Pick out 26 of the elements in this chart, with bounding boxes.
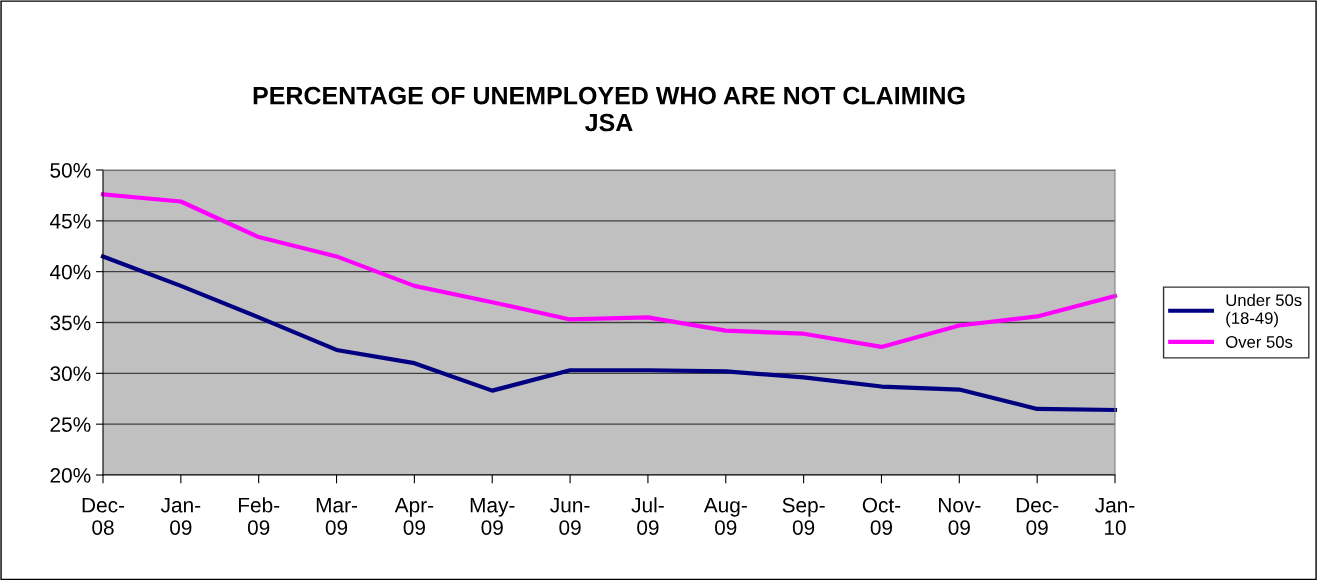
x-tick-label: Dec- 08 bbox=[82, 497, 125, 535]
y-tick-label: 50% bbox=[50, 163, 91, 178]
x-tick-label: Oct- 09 bbox=[862, 497, 901, 535]
y-tick-label: 45% bbox=[49, 213, 91, 229]
x-tick-label: Jan- 10 bbox=[1095, 497, 1135, 535]
x-tick-label: Sep- 09 bbox=[782, 497, 825, 535]
y-tick-label: 25% bbox=[50, 417, 91, 432]
x-tick-label: Jan- 09 bbox=[160, 497, 201, 535]
x-tick-label: Jul- 09 bbox=[631, 497, 664, 535]
y-tick-label: 35% bbox=[50, 315, 91, 331]
chart-title: PERCENTAGE OF UNEMPLOYED WHO ARE NOT CLAIMING JSA bbox=[253, 86, 965, 132]
legend-label: Over 50s bbox=[1226, 336, 1293, 348]
y-tick-label: 30% bbox=[50, 366, 91, 382]
x-tick-label: Jun- 09 bbox=[550, 497, 590, 535]
x-tick-label: May- 09 bbox=[470, 497, 515, 535]
x-tick-label: Dec- 09 bbox=[1016, 497, 1059, 535]
y-tick-label: 20% bbox=[50, 468, 91, 483]
legend-label: Under 50s (18-49) bbox=[1226, 293, 1302, 328]
y-tick-label: 40% bbox=[49, 264, 91, 280]
line-series bbox=[100, 192, 1118, 349]
x-tick-label: Mar- 09 bbox=[316, 497, 358, 535]
line-series bbox=[100, 254, 1118, 413]
x-tick-label: Apr- 09 bbox=[394, 497, 434, 535]
x-tick-label: Aug- 09 bbox=[703, 497, 747, 535]
x-tick-label: Feb- 09 bbox=[238, 497, 280, 535]
x-tick-label: Nov- 09 bbox=[939, 497, 981, 535]
